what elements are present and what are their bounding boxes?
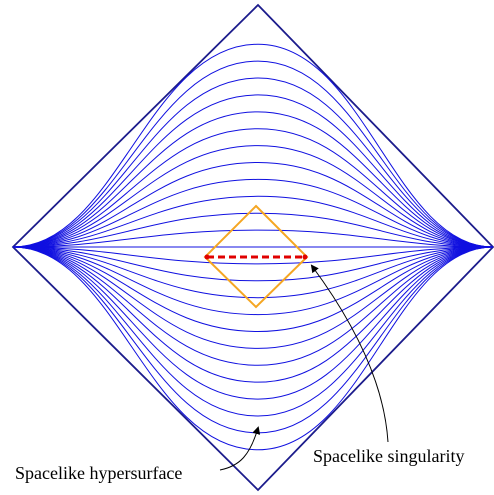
foliation-curve-4 [12,178,494,248]
foliation-curve-22 [12,246,494,417]
inner-diamond [203,204,309,309]
singularity-endpoint-right [302,254,308,260]
foliation-curve-19 [12,246,494,366]
foliation-curves [12,43,494,451]
foliation-curve-15 [12,246,494,299]
foliation-curve-8 [12,111,494,248]
foliation-curve-24 [12,246,494,451]
singularity-arrow [310,264,389,443]
foliation-curve-6 [12,145,494,248]
foliation-curve-5 [12,162,494,248]
foliation-curve-14 [12,246,494,282]
foliation-curve-2 [12,212,494,248]
singularity-endpoint-left [204,254,210,260]
foliation-curve-10 [12,77,494,248]
foliation-curve-1 [12,229,494,248]
foliation-curve-7 [12,128,494,248]
singularity-label: Spacelike singularity [313,446,464,466]
foliation-curve-12 [12,43,494,248]
foliation-curve-21 [12,246,494,400]
foliation-curve-17 [12,246,494,332]
foliation-curve-11 [12,60,494,248]
foliation-curve-18 [12,246,494,349]
foliation-curve-9 [12,94,494,248]
foliation-curve-20 [12,246,494,383]
hypersurface-arrow [219,426,261,471]
foliation-curve-3 [12,195,494,248]
foliation-curve-13 [12,246,494,265]
hypersurface-label: Spacelike hypersurface [15,463,182,483]
foliation-curve-16 [12,246,494,316]
outer-diamond-boundary [11,3,494,492]
